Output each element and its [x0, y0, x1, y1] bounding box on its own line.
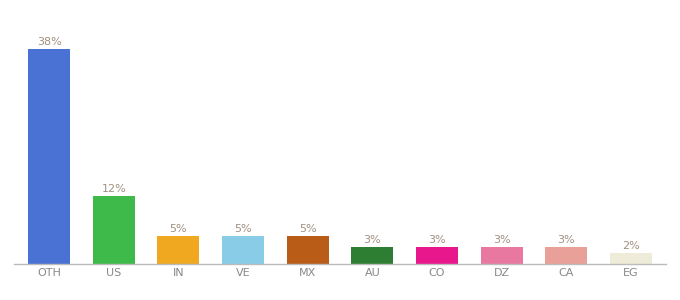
Bar: [157, 236, 199, 264]
Text: 3%: 3%: [558, 235, 575, 245]
Bar: [545, 247, 588, 264]
Text: 5%: 5%: [169, 224, 187, 234]
Text: 3%: 3%: [428, 235, 446, 245]
Bar: [222, 236, 264, 264]
Text: 3%: 3%: [364, 235, 381, 245]
Bar: [28, 49, 70, 264]
Text: 12%: 12%: [101, 184, 126, 194]
Bar: [352, 247, 393, 264]
Text: 38%: 38%: [37, 37, 61, 47]
Text: 5%: 5%: [234, 224, 252, 234]
Bar: [92, 196, 135, 264]
Bar: [481, 247, 523, 264]
Bar: [287, 236, 328, 264]
Text: 5%: 5%: [299, 224, 316, 234]
Text: 2%: 2%: [622, 241, 640, 251]
Text: 3%: 3%: [493, 235, 511, 245]
Bar: [610, 253, 652, 264]
Bar: [416, 247, 458, 264]
